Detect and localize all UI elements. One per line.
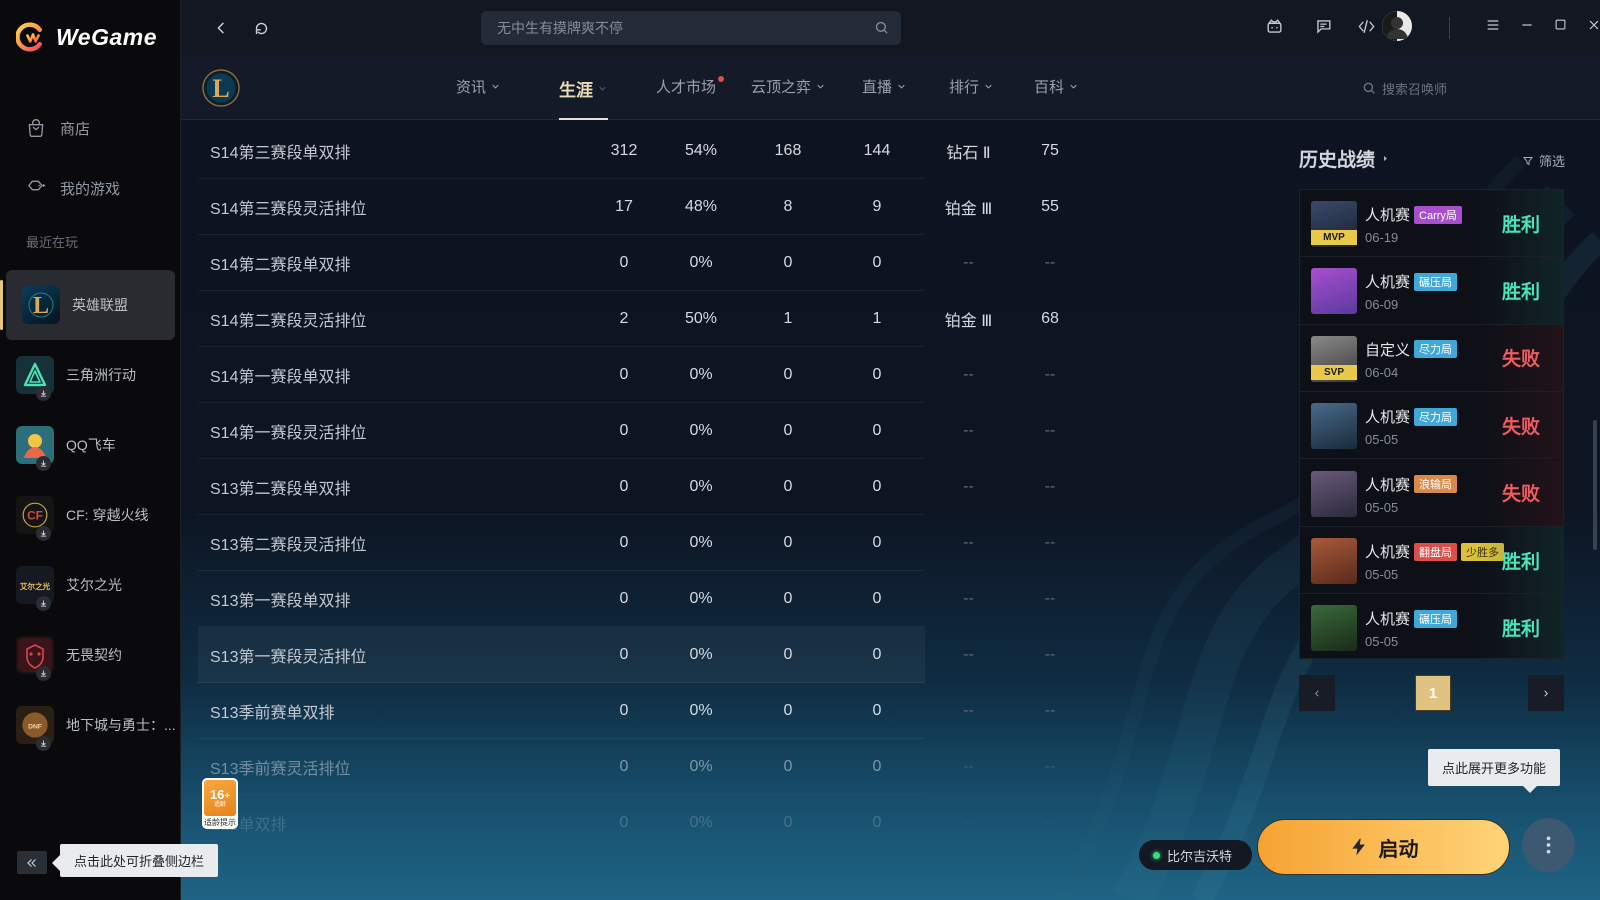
svg-text:L: L: [212, 74, 229, 103]
svg-text:艾尔之光: 艾尔之光: [20, 581, 51, 591]
svg-text:L: L: [33, 293, 49, 319]
svg-text:DNF: DNF: [28, 723, 42, 730]
svg-text:CF: CF: [27, 509, 43, 523]
